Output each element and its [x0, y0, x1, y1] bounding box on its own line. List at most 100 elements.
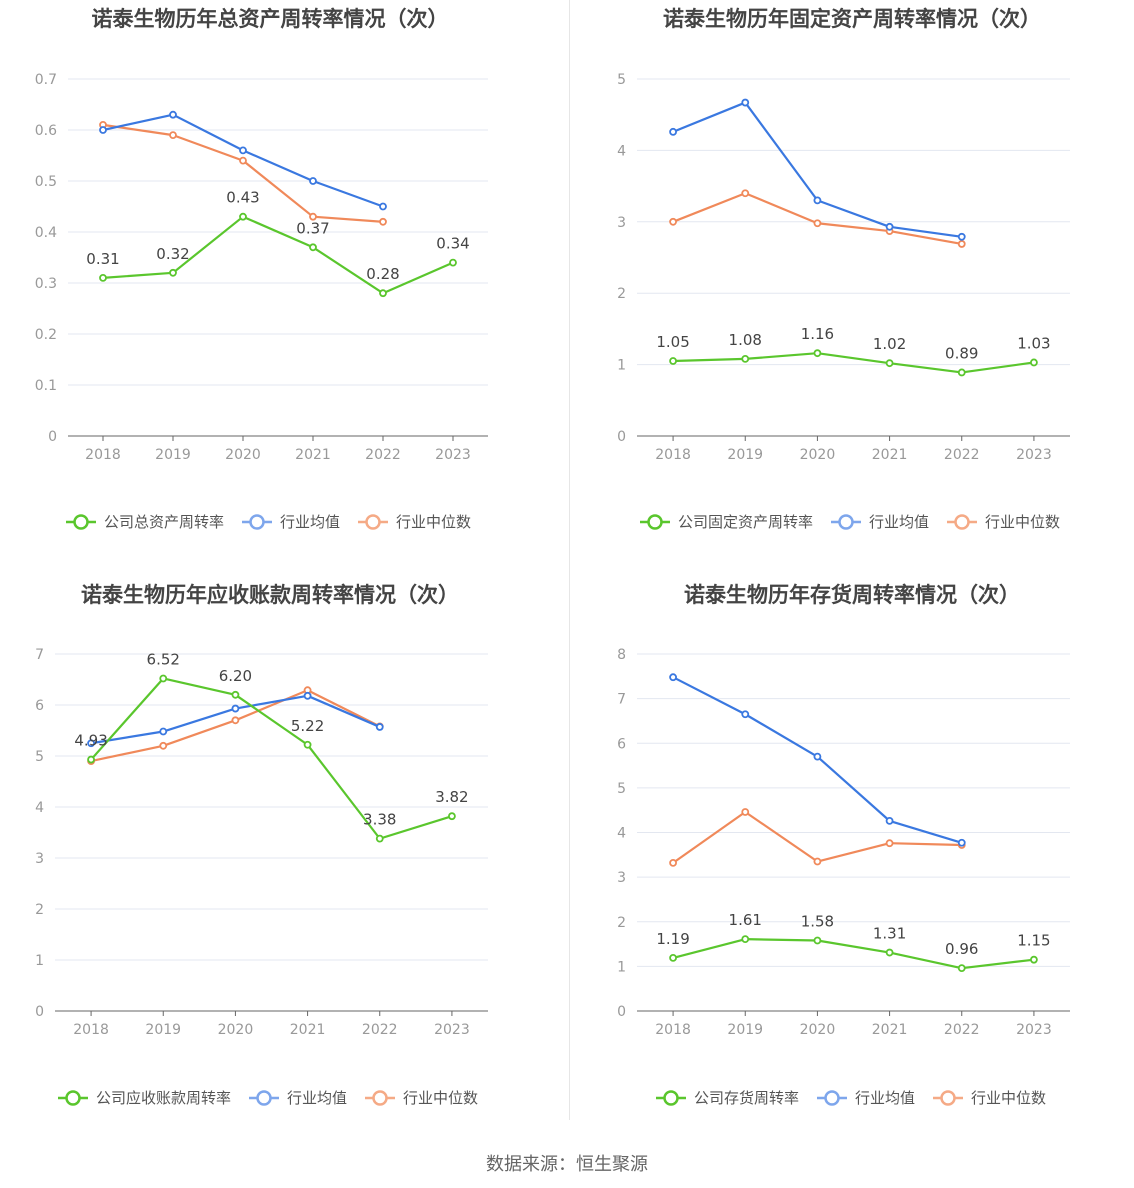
data-point-median — [239, 156, 247, 165]
legend-marker — [73, 514, 89, 530]
legend-item-company[interactable]: 公司固定资产周转率 — [640, 513, 813, 531]
legend-label: 公司总资产周转率 — [104, 513, 224, 531]
data-point-median — [813, 857, 822, 866]
y-tick-label: 6 — [35, 698, 44, 714]
legend-label: 行业中位数 — [396, 513, 471, 531]
data-point-average — [99, 126, 107, 134]
y-tick-label: 0.2 — [35, 327, 57, 343]
legend-marker — [256, 1090, 272, 1106]
data-point-median — [741, 189, 750, 198]
data-point-median — [885, 839, 894, 848]
data-label: 0.32 — [156, 245, 189, 263]
data-point-company — [449, 258, 457, 267]
chart-title: 诺泰生物历年总资产周转率情况（次） — [92, 7, 449, 31]
series-line-company — [90, 677, 453, 840]
data-label: 1.31 — [873, 925, 906, 943]
data-label: 1.08 — [729, 331, 762, 349]
legend-item-average[interactable]: 行业均值 — [831, 513, 929, 531]
legend-item-average[interactable]: 行业均值 — [249, 1089, 347, 1107]
y-tick-label: 3 — [617, 215, 626, 231]
series-line-median — [90, 689, 381, 763]
data-source-note: 数据来源：恒生聚源 — [486, 1154, 648, 1175]
legend-marker — [954, 514, 970, 530]
series-median — [99, 121, 387, 226]
legend-label: 行业中位数 — [971, 1089, 1046, 1107]
data-label: 0.31 — [86, 250, 119, 268]
data-label: 0.43 — [226, 189, 259, 207]
data-label: 3.38 — [363, 811, 396, 829]
chart-svg: 诺泰生物历年总资产周转率情况（次） 0 0.1 0.2 0.3 0.4 0.5 0.6 0.7 2… — [35, 7, 488, 531]
x-tick-label: 2019 — [155, 447, 191, 463]
data-label: 0.96 — [945, 940, 978, 958]
chart-svg: 诺泰生物历年存货周转率情况（次） 0 1 2 3 4 5 6 7 8 2018 2019 2020 202… — [617, 583, 1070, 1107]
data-point-company — [813, 936, 822, 945]
legend-label: 行业均值 — [287, 1089, 347, 1107]
data-point-median — [957, 240, 966, 248]
y-tick-label: 2 — [617, 915, 626, 931]
data-point-average — [957, 838, 966, 847]
y-tick-label: 0.1 — [35, 378, 57, 394]
data-label: 0.89 — [945, 344, 978, 362]
x-tick-label: 2021 — [872, 1022, 908, 1038]
data-label: 3.82 — [435, 788, 468, 806]
x-tick-label: 2019 — [145, 1022, 181, 1038]
legend-item-median[interactable]: 行业中位数 — [947, 513, 1060, 531]
series-line-company — [102, 215, 454, 295]
y-tick-label: 1 — [35, 953, 44, 969]
data-label: 0.34 — [436, 235, 469, 253]
data-point-median — [379, 217, 387, 226]
y-tick-label: 3 — [35, 851, 44, 867]
x-tick-label: 2019 — [727, 1022, 763, 1038]
chart-svg: 诺泰生物历年固定资产周转率情况（次） 0 1 2 3 4 5 2018 2019 2020 2021… — [617, 7, 1070, 531]
x-tick-label: 2018 — [655, 447, 691, 463]
series-line-company — [673, 352, 1035, 374]
y-tick-label: 3 — [617, 870, 626, 886]
legend-item-median[interactable]: 行业中位数 — [365, 1089, 478, 1107]
x-tick-label: 2018 — [85, 447, 121, 463]
legend-label: 行业均值 — [855, 1089, 915, 1107]
data-point-average — [169, 110, 177, 119]
data-point-average — [813, 196, 822, 205]
x-tick-label: 2023 — [435, 447, 471, 463]
data-point-company — [813, 349, 822, 358]
series-average — [669, 673, 966, 847]
y-tick-label: 0 — [617, 429, 626, 445]
x-tick-label: 2022 — [362, 1022, 398, 1038]
series-company: 4.93 6.52 6.20 5.22 3.38 3.82 — [74, 650, 469, 843]
x-tick-label: 2020 — [225, 447, 261, 463]
data-label: 1.61 — [729, 911, 762, 929]
data-point-median — [309, 212, 317, 221]
series-median — [669, 189, 966, 248]
data-label: 1.16 — [801, 325, 834, 343]
legend-marker — [249, 514, 265, 530]
data-point-company — [303, 740, 312, 749]
series-line-company — [672, 938, 1035, 970]
legend-item-average[interactable]: 行业均值 — [242, 513, 340, 531]
legend-marker — [372, 1090, 388, 1106]
legend-item-company[interactable]: 公司存货周转率 — [656, 1089, 799, 1107]
data-point-company — [231, 690, 240, 699]
data-point-average — [303, 691, 312, 700]
data-point-median — [159, 741, 168, 750]
legend-label: 行业均值 — [280, 513, 340, 531]
panel-divider — [569, 0, 570, 1120]
data-label: 1.05 — [656, 333, 689, 351]
x-tick-label: 2021 — [295, 447, 331, 463]
legend-item-average[interactable]: 行业均值 — [817, 1089, 915, 1107]
legend-item-median[interactable]: 行业中位数 — [358, 513, 471, 531]
data-point-median — [231, 716, 240, 725]
chart-receivables-turnover: 诺泰生物历年应收账款周转率情况（次） 0 1 2 3 4 5 6 7 2018 2019 2020 20… — [0, 576, 567, 1152]
data-point-average — [885, 816, 894, 825]
series-line-median — [672, 810, 962, 864]
legend-item-company[interactable]: 公司应收账款周转率 — [58, 1089, 231, 1107]
data-point-company — [375, 834, 384, 843]
data-point-median — [741, 808, 750, 816]
data-label: 1.19 — [656, 930, 689, 948]
chart-title: 诺泰生物历年存货周转率情况（次） — [684, 583, 1020, 607]
legend-item-median[interactable]: 行业中位数 — [933, 1089, 1046, 1107]
legend-label: 行业中位数 — [403, 1089, 478, 1107]
chart-title: 诺泰生物历年固定资产周转率情况（次） — [663, 7, 1041, 31]
legend-label: 公司固定资产周转率 — [678, 513, 813, 531]
data-point-median — [813, 219, 822, 228]
legend-item-company[interactable]: 公司总资产周转率 — [66, 513, 224, 531]
